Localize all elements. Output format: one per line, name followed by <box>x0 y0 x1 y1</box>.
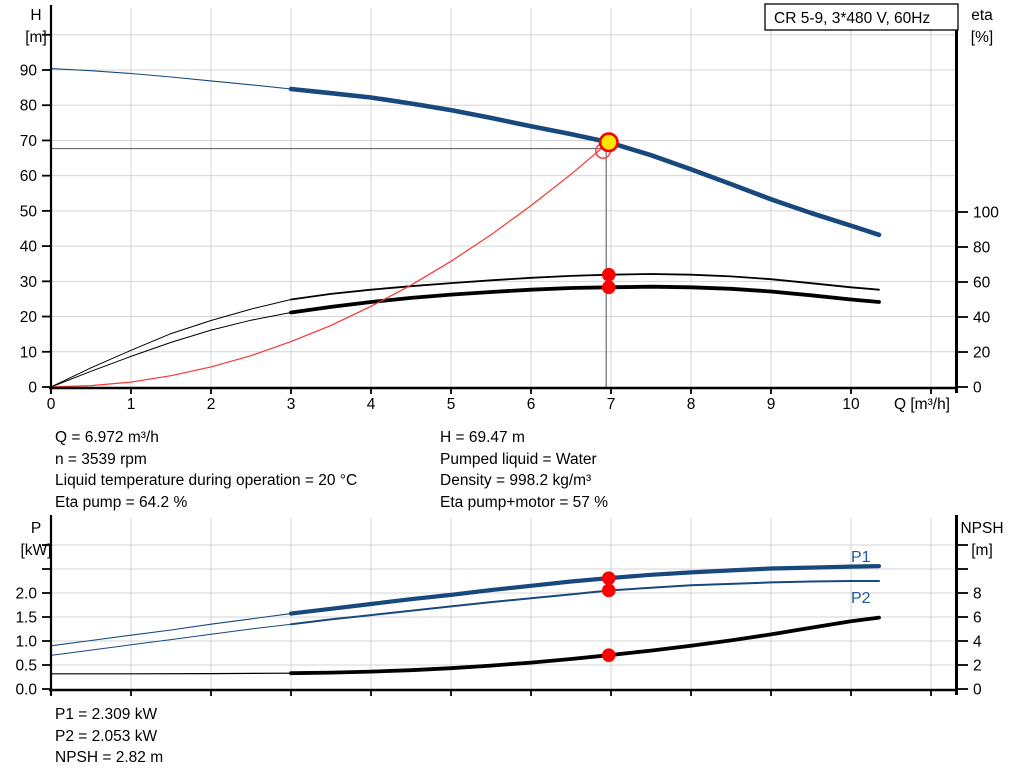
y-right-tick-label: 100 <box>973 205 999 222</box>
y-right-tick-label: 8 <box>973 586 982 603</box>
y-left-tick-label: 70 <box>20 133 38 150</box>
power-npsh-info: P1 = 2.309 kW P2 = 2.053 kW NPSH = 2.82 … <box>55 704 163 769</box>
p2-point <box>601 583 616 598</box>
y-left-tick-label: 50 <box>20 203 38 220</box>
duty-point <box>598 132 619 153</box>
npsh-curve <box>50 672 292 675</box>
head-value: H = 69.47 m <box>440 429 525 446</box>
eta-pump-point <box>601 267 616 282</box>
system-curve <box>50 141 610 388</box>
y-right-axis-unit-label: eta <box>971 7 993 24</box>
y-right-tick-label: 0 <box>973 380 982 397</box>
p1-curve <box>50 613 292 647</box>
p2-curve <box>50 623 292 656</box>
eta-pump-motor-curve <box>289 284 881 315</box>
x-tick-label: 3 <box>287 396 296 413</box>
y-left-tick-label: 1.0 <box>15 634 37 651</box>
flow-value: Q = 6.972 m³/h <box>55 429 159 446</box>
x-tick-label: 7 <box>607 396 616 413</box>
y-left-tick-label: 1.5 <box>15 610 37 627</box>
x-tick-label: 0 <box>47 396 56 413</box>
p2-value: P2 = 2.053 kW <box>55 727 158 745</box>
x-tick-label: 8 <box>687 396 696 413</box>
eta-pump-motor-curve <box>50 312 292 388</box>
y-right-tick-label: 80 <box>973 240 991 257</box>
y-left-tick-label: 60 <box>20 168 38 185</box>
qh-curve <box>288 86 882 238</box>
y-left-tick-label: 20 <box>20 309 38 326</box>
npsh-point <box>601 648 616 662</box>
y-left-axis-unit-label: P <box>31 520 41 537</box>
y-right-tick-label: 4 <box>973 634 982 651</box>
chart-title-box <box>764 3 959 31</box>
x-axis-unit-label: Q [m³/h] <box>894 396 950 413</box>
p1-label: P1 <box>851 549 871 566</box>
qh-curve <box>50 68 292 90</box>
y-left-tick-label: 30 <box>20 274 38 291</box>
y-right-axis-unit-label: [m] <box>971 542 993 559</box>
y-right-tick-label: 40 <box>973 310 991 327</box>
y-left-tick-label: 2.0 <box>15 586 37 603</box>
y-left-tick-label: 80 <box>20 98 38 115</box>
chart-title: CR 5-9, 3*480 V, 60Hz <box>774 10 930 27</box>
y-left-tick-label: 90 <box>20 62 38 79</box>
y-right-axis-unit-label: [%] <box>971 29 993 46</box>
y-left-axis-unit-label: H <box>30 7 41 24</box>
operating-point-info-right: H = 69.47 m Pumped liquid = Water Densit… <box>440 427 608 514</box>
npsh-value: NPSH = 2.82 m <box>55 749 164 767</box>
eta-pump-curve <box>50 299 292 388</box>
x-tick-label: 9 <box>767 396 776 413</box>
x-tick-label: 10 <box>842 396 860 413</box>
y-right-tick-label: 2 <box>973 658 982 675</box>
y-right-tick-label: 0 <box>973 682 982 699</box>
y-right-tick-label: 20 <box>973 345 991 362</box>
liquid-temperature-value: Liquid temperature during operation = 20… <box>55 472 358 490</box>
p2-curve <box>290 580 880 626</box>
eta-pump-value: Eta pump = 64.2 % <box>55 494 188 512</box>
y-left-axis-unit-label: [m] <box>25 29 47 46</box>
p1-value: P1 = 2.309 kW <box>55 706 158 723</box>
x-tick-label: 1 <box>127 396 136 413</box>
p2-label: P2 <box>851 590 871 607</box>
y-right-tick-label: 60 <box>973 275 991 292</box>
npsh-curve <box>289 615 881 676</box>
eta-pump-curve <box>290 273 880 301</box>
p1-point <box>601 571 616 585</box>
y-left-axis-unit-label: [kW] <box>21 542 52 559</box>
p1-curve <box>288 563 882 616</box>
y-right-tick-label: 6 <box>973 610 982 627</box>
eta-pump-motor-value: Eta pump+motor = 57 % <box>440 494 609 512</box>
pumped-liquid-value: Pumped liquid = Water <box>440 450 597 468</box>
x-tick-label: 5 <box>447 396 456 413</box>
density-value: Density = 998.2 kg/m³ <box>440 472 592 490</box>
y-left-tick-label: 10 <box>20 344 38 361</box>
y-left-tick-label: 0 <box>28 380 37 397</box>
operating-point-info-left: Q = 6.972 m³/h n = 3539 rpm Liquid tempe… <box>55 427 357 514</box>
y-right-axis-unit-label: NPSH <box>960 520 1003 537</box>
y-left-tick-label: 40 <box>20 239 38 256</box>
speed-value: n = 3539 rpm <box>55 450 147 468</box>
y-left-tick-label: 0.5 <box>15 658 37 675</box>
x-tick-label: 6 <box>527 396 536 413</box>
x-tick-label: 4 <box>367 396 376 413</box>
x-tick-label: 2 <box>207 396 216 413</box>
y-left-tick-label: 0.0 <box>15 682 37 699</box>
eta-pump-motor-point <box>601 280 616 295</box>
